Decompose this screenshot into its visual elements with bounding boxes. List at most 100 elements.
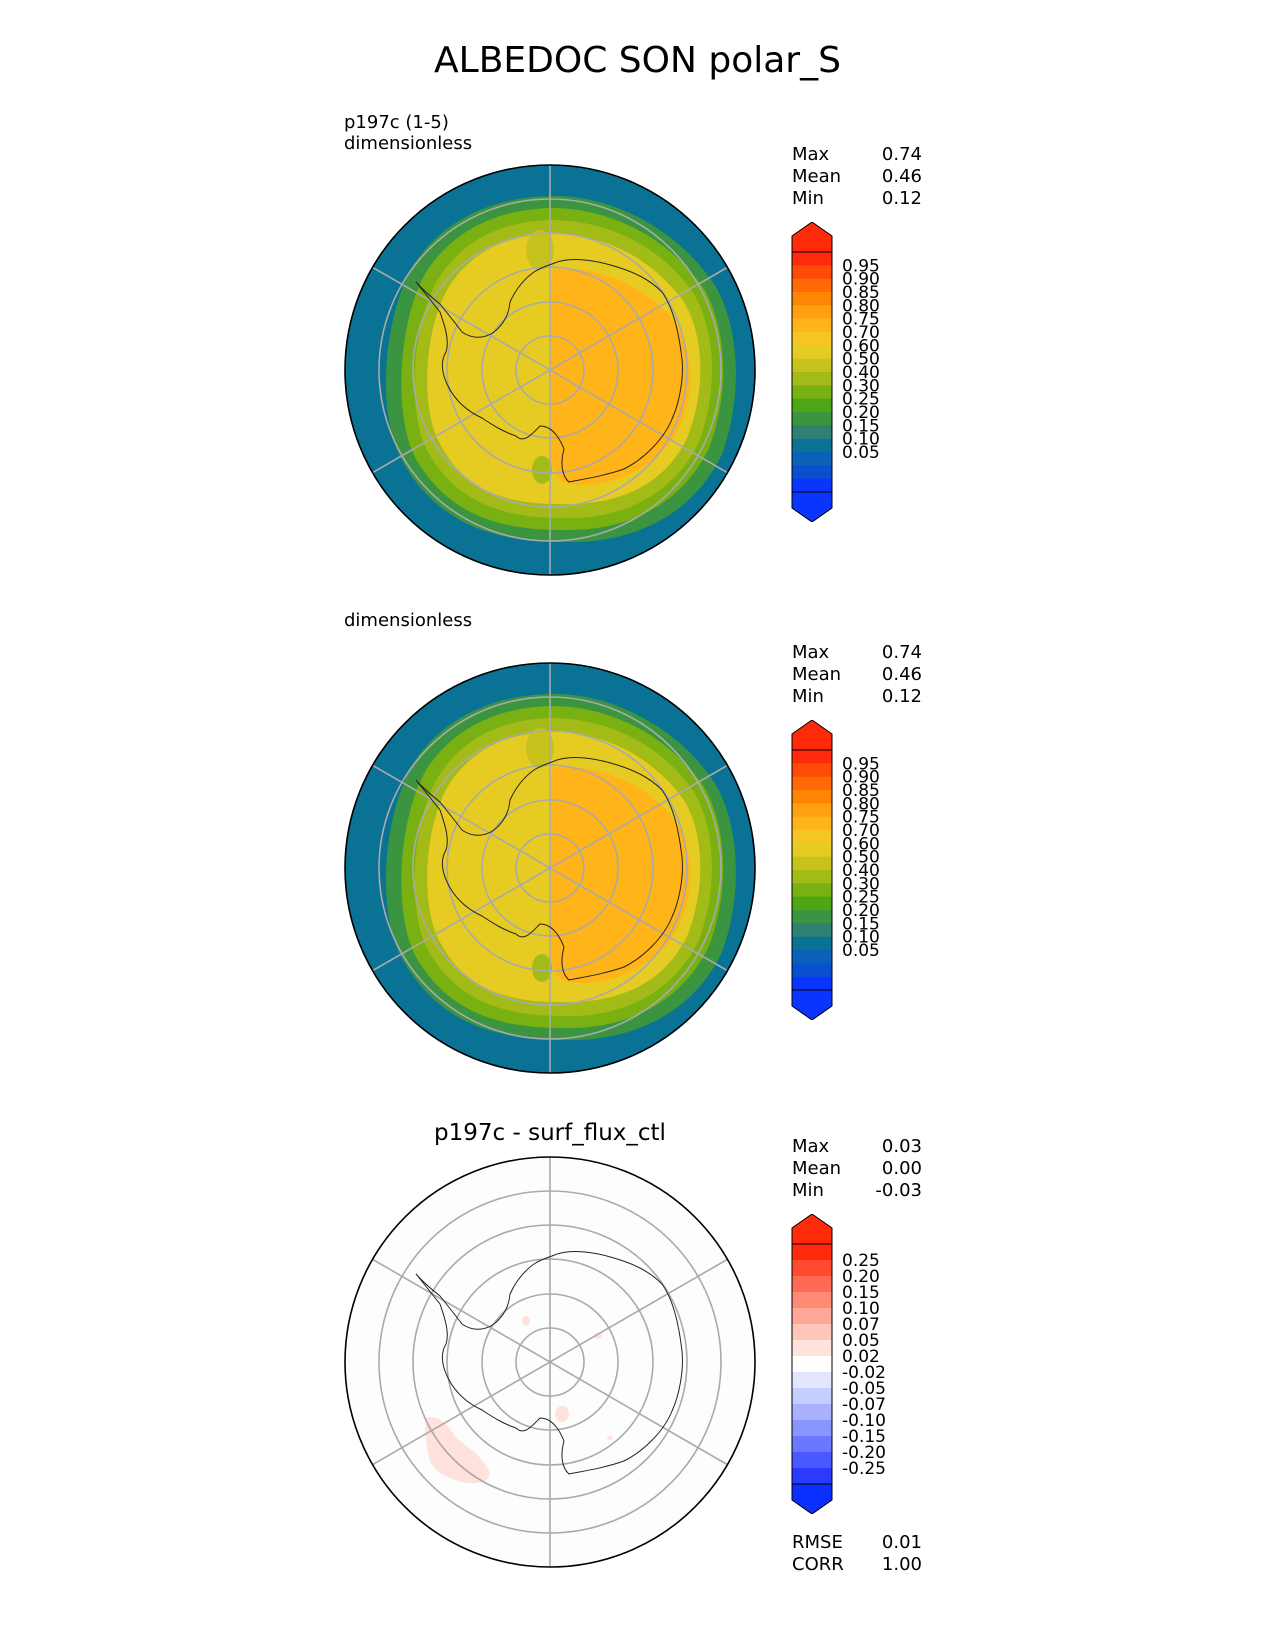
colorbar-swatch xyxy=(792,452,832,466)
stat-max: Max 0.03 xyxy=(792,1136,922,1157)
colorbar-swatch xyxy=(792,1276,832,1293)
colorbar-tick-label: 0.10 xyxy=(842,1299,880,1319)
colorbar-tick-label: 0.05 xyxy=(842,941,880,961)
colorbar-swatch xyxy=(792,1356,832,1373)
colorbar-swatch xyxy=(792,896,832,911)
colorbar-tick-label: -0.25 xyxy=(842,1459,886,1479)
colorbar-tick-label: -0.02 xyxy=(842,1363,886,1383)
colorbar-under-arrow xyxy=(791,1483,833,1515)
colorbar-over-arrow xyxy=(791,221,833,253)
colorbar-tick-label: 0.40 xyxy=(842,861,880,881)
colorbar-swatch xyxy=(792,1292,832,1309)
colorbar-swatch xyxy=(792,1420,832,1437)
colorbar-tick-label: 0.95 xyxy=(842,754,880,774)
colorbar-tick-label: 0.10 xyxy=(842,430,880,450)
colorbar-tick-label: 0.90 xyxy=(842,768,880,788)
colorbar-tick-label: 0.15 xyxy=(842,416,880,436)
colorbar-swatch xyxy=(792,1404,832,1421)
colorbar-tick-label: 0.30 xyxy=(842,376,880,396)
stat-mean: Mean 0.46 xyxy=(792,664,922,685)
colorbar-tick-label: 0.40 xyxy=(842,363,880,383)
colorbar-swatch xyxy=(792,358,832,373)
skill-stats-box: RMSE 0.01 CORR 1.00 xyxy=(792,1532,922,1576)
colorbar-tick-label: 0.70 xyxy=(842,323,880,343)
colorbar-tick-label: 0.85 xyxy=(842,781,880,801)
colorbar-tick-label: 0.05 xyxy=(842,443,880,463)
colorbar-tick-label: 0.95 xyxy=(842,256,880,276)
colorbar-swatch xyxy=(792,1388,832,1405)
colorbar-tick-label: 0.75 xyxy=(842,310,880,330)
polar-map xyxy=(344,164,756,576)
colorbar-swatch xyxy=(792,816,832,831)
stat-min: Min -0.03 xyxy=(792,1180,922,1201)
colorbar-tick-label: -0.10 xyxy=(842,1411,886,1431)
colorbar-swatch xyxy=(792,252,832,266)
colorbar-swatch xyxy=(792,425,832,440)
colorbar-tick-label: -0.15 xyxy=(842,1427,886,1447)
colorbar-swatch xyxy=(792,936,832,951)
colorbar-swatch xyxy=(792,1308,832,1325)
colorbar-swatch xyxy=(792,976,832,991)
colorbar-swatch xyxy=(792,385,832,400)
colorbar-over-arrow xyxy=(791,719,833,751)
colorbar-swatch xyxy=(792,278,832,293)
colorbar-swatch xyxy=(792,856,832,871)
stats-box: Max 0.03 Mean 0.00 Min -0.03 xyxy=(792,1136,922,1202)
stats-box: Max 0.74 Mean 0.46 Min 0.12 xyxy=(792,642,922,708)
colorbar-tick-label: 0.80 xyxy=(842,296,880,316)
colorbar-tick-label: 0.15 xyxy=(842,914,880,934)
colorbar-tick-label: 0.50 xyxy=(842,350,880,370)
colorbar-swatch xyxy=(792,803,832,818)
panel-difference: p197c - surf_flux_ctl Max 0.03 Mean 0.00 M… xyxy=(0,1120,1275,1640)
colorbar-swatch xyxy=(792,1244,832,1261)
colorbar-swatch xyxy=(792,398,832,413)
colorbar-swatch xyxy=(792,910,832,924)
colorbar: 0.25 0.20 0.15 0.10 0.07 0.05 0.02 -0.02 -0.05 -0… xyxy=(790,1213,920,1518)
stat-min: Min 0.12 xyxy=(792,686,922,707)
stat-min: Min 0.12 xyxy=(792,188,922,209)
colorbar-over-arrow xyxy=(791,1213,833,1245)
colorbar-swatch xyxy=(792,265,832,280)
colorbar-tick-label: 0.15 xyxy=(842,1283,880,1303)
colorbar-swatch xyxy=(792,776,832,791)
colorbar-tick-label: 0.50 xyxy=(842,848,880,868)
colorbar: 0.95 0.90 0.85 0.80 0.75 0.70 0.60 0.50 0.40 0.30… xyxy=(790,221,920,526)
stat-max: Max 0.74 xyxy=(792,642,922,663)
colorbar-under-arrow xyxy=(791,989,833,1021)
stat-rmse: RMSE 0.01 xyxy=(792,1532,922,1553)
colorbar-swatch xyxy=(792,1468,832,1485)
stat-max: Max 0.74 xyxy=(792,144,922,165)
colorbar-tick-label: -0.05 xyxy=(842,1379,886,1399)
colorbar-tick-label: 0.25 xyxy=(842,1251,880,1271)
polar-map xyxy=(344,1156,756,1568)
panel-subtitle: p197c (1-5) dimensionless xyxy=(344,112,473,154)
colorbar-tick-label: 0.07 xyxy=(842,1315,880,1335)
colorbar-tick-label: 0.20 xyxy=(842,901,880,921)
colorbar-under-arrow xyxy=(791,491,833,523)
stat-corr: CORR 1.00 xyxy=(792,1554,922,1575)
colorbar-swatch xyxy=(792,478,832,493)
stat-mean: Mean 0.46 xyxy=(792,166,922,187)
colorbar-tick-label: 0.60 xyxy=(842,834,880,854)
colorbar-tick-label: 0.90 xyxy=(842,270,880,290)
colorbar-swatch xyxy=(792,763,832,778)
colorbar-swatch xyxy=(792,963,832,978)
colorbar-swatch xyxy=(792,465,832,480)
colorbar-tick-label: 0.20 xyxy=(842,1267,880,1287)
colorbar-swatch xyxy=(792,1260,832,1277)
colorbar: 0.95 0.90 0.85 0.80 0.75 0.70 0.60 0.50 0.40 0.30… xyxy=(790,719,920,1024)
colorbar-tick-label: 0.80 xyxy=(842,794,880,814)
colorbar-swatch xyxy=(792,1372,832,1389)
colorbar-swatch xyxy=(792,332,832,346)
colorbar-swatch xyxy=(792,345,832,360)
colorbar-swatch xyxy=(792,950,832,964)
colorbar-swatch xyxy=(792,870,832,884)
colorbar-swatch xyxy=(792,750,832,764)
panel-model-albedo: p197c (1-5) dimensionless Max 0.74 Mean 0.… xyxy=(0,112,1275,592)
colorbar-tick-label: 0.85 xyxy=(842,283,880,303)
colorbar-tick-label: 0.60 xyxy=(842,336,880,356)
stats-box: Max 0.74 Mean 0.46 Min 0.12 xyxy=(792,144,922,210)
colorbar-tick-label: 0.25 xyxy=(842,888,880,908)
stat-mean: Mean 0.00 xyxy=(792,1158,922,1179)
panel-subtitle: dimensionless xyxy=(344,610,473,631)
